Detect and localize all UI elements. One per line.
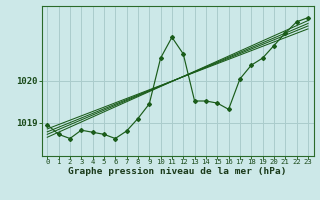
X-axis label: Graphe pression niveau de la mer (hPa): Graphe pression niveau de la mer (hPa) xyxy=(68,167,287,176)
